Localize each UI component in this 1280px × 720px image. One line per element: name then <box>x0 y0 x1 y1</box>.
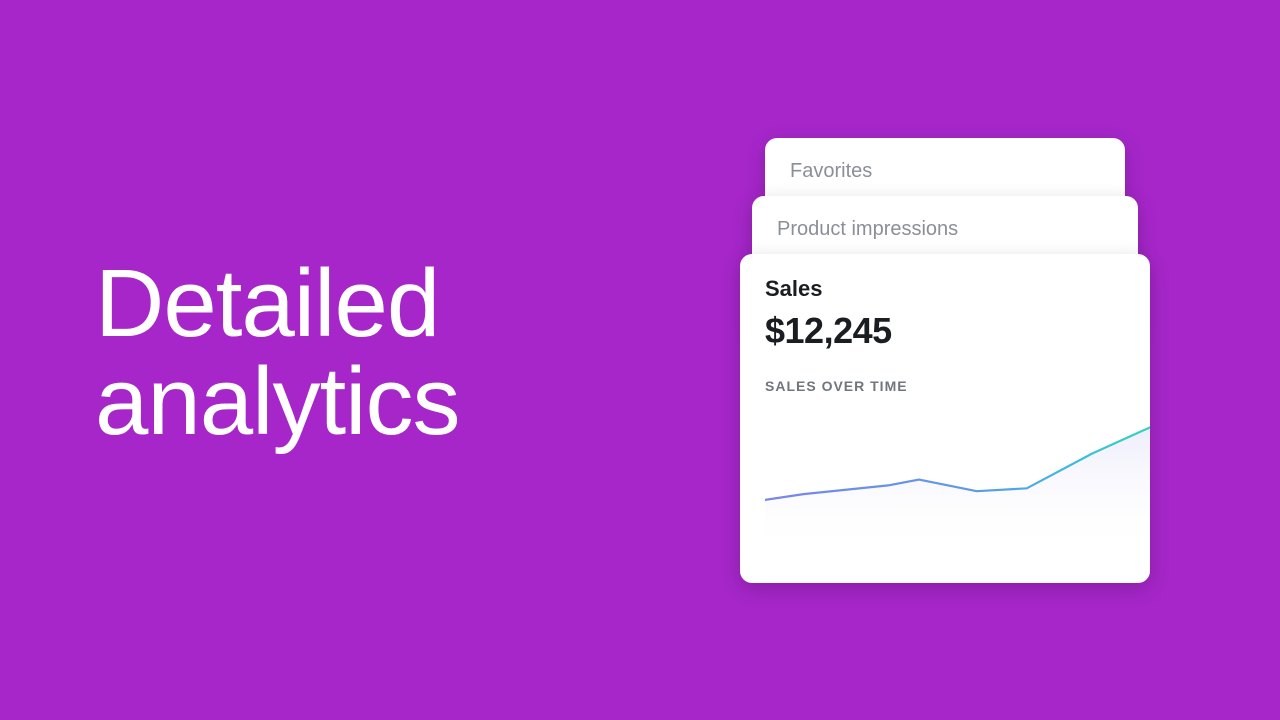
headline-line-2: analytics <box>95 353 460 451</box>
headline-line-1: Detailed <box>95 255 460 353</box>
card-product-impressions-title: Product impressions <box>777 218 1113 241</box>
headline: Detailed analytics <box>95 255 460 451</box>
card-sales-value: $12,245 <box>740 302 1150 352</box>
card-favorites-title: Favorites <box>790 160 1100 183</box>
card-sales-title: Sales <box>740 276 1150 302</box>
card-sales[interactable]: Sales $12,245 SALES OVER TIME <box>740 254 1150 583</box>
card-stack: Favorites Product impressions Sales $12,… <box>740 138 1150 583</box>
card-sales-subtitle: SALES OVER TIME <box>740 352 1150 394</box>
sales-chart <box>765 410 1150 555</box>
